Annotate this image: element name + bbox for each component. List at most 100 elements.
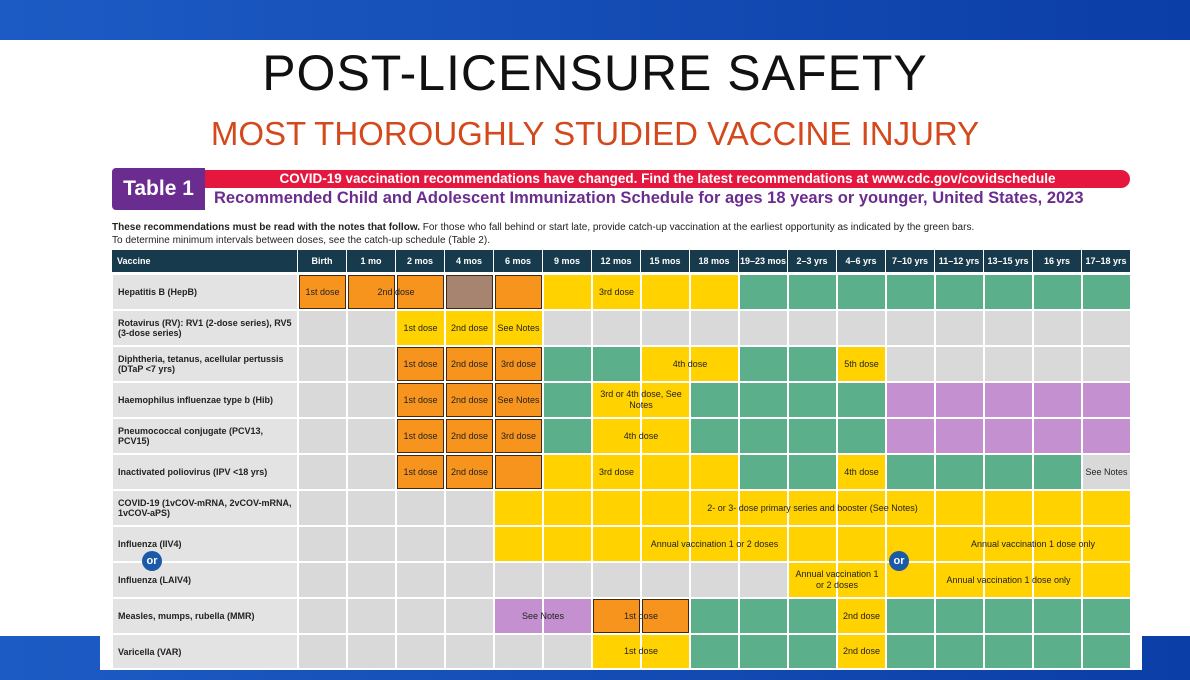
- or-marker: or: [889, 551, 909, 571]
- schedule-cell: [739, 490, 788, 526]
- schedule-cell: [837, 598, 886, 634]
- schedule-cell: [592, 274, 641, 310]
- schedule-cell: [1082, 346, 1131, 382]
- schedule-cell: [592, 634, 641, 669]
- schedule-cell: [592, 310, 641, 346]
- column-header: 15 mos: [641, 250, 690, 272]
- schedule-cell: [690, 454, 739, 490]
- schedule-cell: [935, 310, 984, 346]
- schedule-cell: [396, 418, 445, 454]
- schedule-cell: [445, 490, 494, 526]
- schedule-cell: [543, 562, 592, 598]
- schedule-cell: [739, 454, 788, 490]
- dose-label: 2nd dose: [450, 466, 489, 477]
- dose-label: Annual vaccination 1 dose only: [946, 574, 1071, 585]
- schedule-cell: [984, 310, 1033, 346]
- slide-subtitle: MOST THOROUGHLY STUDIED VACCINE INJURY: [210, 115, 980, 152]
- schedule-cell: [592, 526, 641, 562]
- schedule-cell: [739, 346, 788, 382]
- schedule-cell: [298, 562, 347, 598]
- separator: [112, 561, 1131, 563]
- schedule-cell: [984, 490, 1033, 526]
- dose-label: 4th dose: [623, 430, 659, 441]
- schedule-cell: [494, 490, 543, 526]
- schedule-cell: [445, 526, 494, 562]
- dose-label: 2nd dose: [450, 394, 489, 405]
- table-label: Table 1: [112, 168, 205, 210]
- schedule-cell: [837, 562, 886, 598]
- schedule-cell: [739, 418, 788, 454]
- dose-label: 1st dose: [403, 358, 438, 369]
- schedule-cell: [592, 454, 641, 490]
- dose-label: 2nd dose: [377, 286, 415, 297]
- schedule-cell: [396, 634, 445, 669]
- dose-label: 4th dose: [672, 358, 708, 369]
- schedule-cell: [690, 418, 739, 454]
- dose-label: 1st dose: [623, 646, 659, 656]
- schedule-cell: [445, 418, 494, 454]
- note-bold: These recommendations must be read with …: [112, 222, 421, 233]
- column-header: 16 yrs: [1033, 250, 1082, 272]
- dose-label: 2nd dose: [450, 322, 489, 333]
- vaccine-name: Rotavirus (RV): RV1 (2-dose series), RV5…: [112, 310, 298, 346]
- schedule-cell: [886, 598, 935, 634]
- column-header: 7–10 yrs: [886, 250, 935, 272]
- schedule-cell: [494, 454, 543, 490]
- schedule-cell: [837, 346, 886, 382]
- dose-label: 3rd or 4th dose, See Notes: [600, 389, 682, 410]
- vaccine-name: Influenza (IIV4): [112, 526, 298, 562]
- schedule-cell: [347, 490, 396, 526]
- dose-label: 1st dose: [403, 322, 438, 333]
- schedule-cell: [984, 562, 1033, 598]
- schedule-cell: [739, 382, 788, 418]
- schedule-cell: [1082, 310, 1131, 346]
- column-header: 1 mo: [347, 250, 396, 272]
- schedule-cell: [690, 310, 739, 346]
- vaccine-name: COVID-19 (1vCOV-mRNA, 2vCOV-mRNA, 1vCOV-…: [112, 490, 298, 526]
- schedule-cell: [641, 310, 690, 346]
- schedule-cell: [592, 346, 641, 382]
- vaccine-name: Haemophilus influenzae type b (Hib): [112, 382, 298, 418]
- dose-label: See Notes: [497, 394, 540, 405]
- schedule-cell: [445, 454, 494, 490]
- schedule-cell: [543, 310, 592, 346]
- dose-label: 2nd dose: [450, 358, 489, 369]
- schedule-cell: [788, 418, 837, 454]
- slide-title: POST-LICENSURE SAFETY: [262, 45, 928, 101]
- column-header: 9 mos: [543, 250, 592, 272]
- schedule-cell: [935, 274, 984, 310]
- schedule-cell: [445, 274, 494, 310]
- schedule-cell: [543, 274, 592, 310]
- schedule-cell: [1033, 274, 1082, 310]
- schedule-cell: [445, 562, 494, 598]
- schedule-cell: [1082, 418, 1131, 454]
- schedule-cell: [347, 382, 396, 418]
- schedule-cell: [396, 562, 445, 598]
- schedule-cell: [984, 382, 1033, 418]
- schedule-cell: [886, 274, 935, 310]
- schedule-cell: [935, 526, 984, 562]
- column-header: 19–23 mos: [739, 250, 788, 272]
- schedule-cell: [1082, 382, 1131, 418]
- schedule-cell: [396, 346, 445, 382]
- schedule-cell: [347, 418, 396, 454]
- schedule-cell: [837, 634, 886, 669]
- schedule-cell: [935, 454, 984, 490]
- schedule-cell: [984, 598, 1033, 634]
- column-header: 2 mos: [396, 250, 445, 272]
- schedule-cell: [837, 526, 886, 562]
- schedule-cell: [298, 346, 347, 382]
- schedule-cell: [788, 454, 837, 490]
- dose-label: 4th dose: [844, 466, 879, 477]
- schedule-cell: [1082, 634, 1131, 669]
- schedule-cell: [494, 562, 543, 598]
- schedule-cell: [886, 310, 935, 346]
- schedule-cell: [739, 598, 788, 634]
- vaccine-name: Diphtheria, tetanus, acellular pertussis…: [112, 346, 298, 382]
- dose-label: Annual vaccination 1 or 2 doses: [650, 538, 779, 549]
- schedule-cell: [984, 454, 1033, 490]
- schedule-cell: [690, 526, 739, 562]
- schedule-cell: [543, 634, 592, 669]
- alert-banner: COVID-19 vaccination recommendations hav…: [205, 170, 1130, 188]
- schedule-cell: [641, 418, 690, 454]
